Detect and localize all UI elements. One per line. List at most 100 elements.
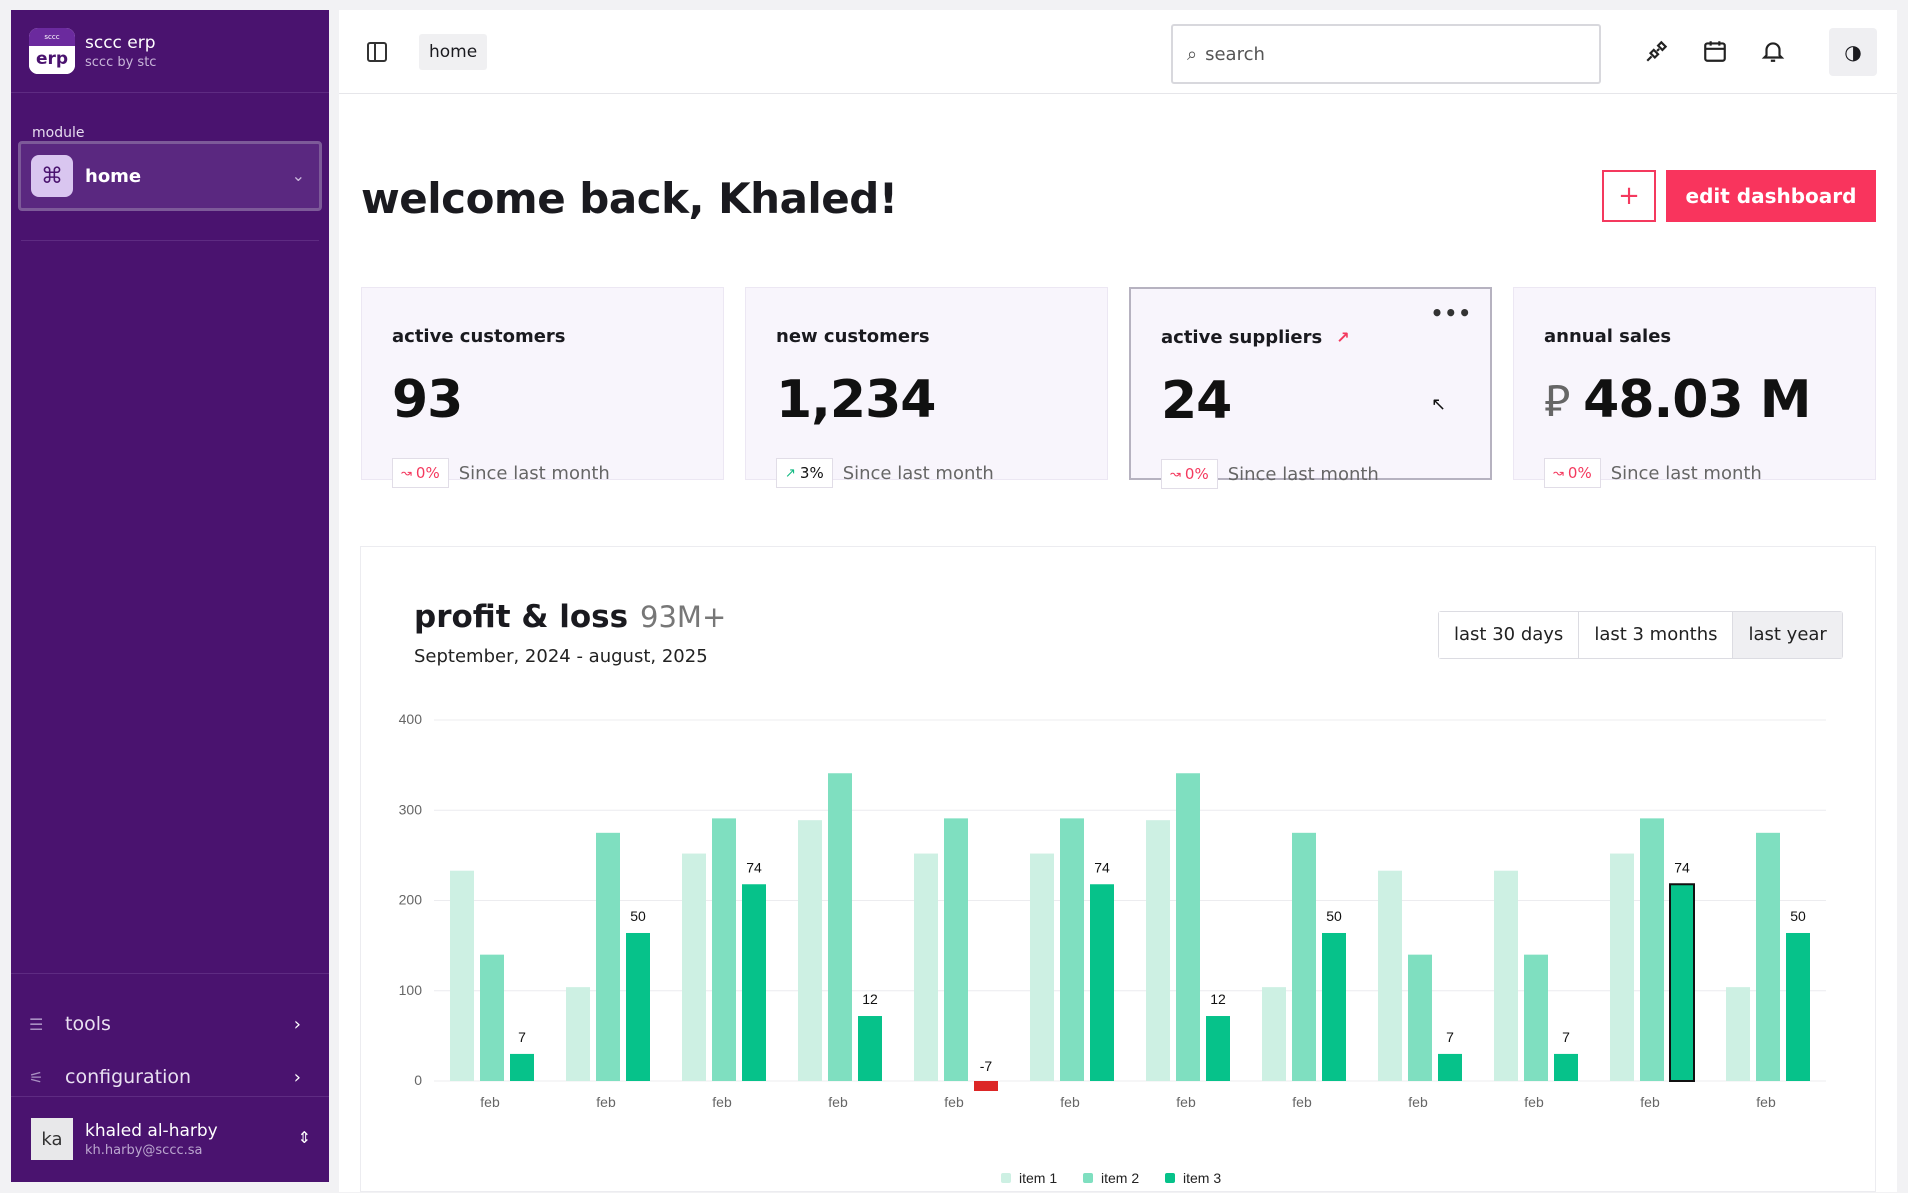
x-tick-label: feb <box>1524 1094 1544 1110</box>
y-tick-label: 400 <box>399 711 423 727</box>
brand-logo-text: erp <box>29 46 75 74</box>
legend-swatch <box>1001 1173 1011 1183</box>
x-tick-label: feb <box>944 1094 964 1110</box>
edit-dashboard-button[interactable]: edit dashboard <box>1666 170 1876 222</box>
sidebar-item-label: tools <box>65 1013 111 1035</box>
sidebar-divider <box>21 240 319 241</box>
brand-logo-top: sccc <box>29 28 75 46</box>
sidebar-divider <box>11 1096 329 1097</box>
x-tick-label: feb <box>596 1094 616 1110</box>
add-widget-button[interactable]: + <box>1602 170 1656 222</box>
sidebar-toggle-icon[interactable] <box>367 42 387 62</box>
stat-card[interactable]: active suppliers ↗ ••• 24 ↖ ↝ 0% Since las… <box>1129 287 1492 489</box>
more-options-icon[interactable]: ••• <box>1430 301 1472 325</box>
bar <box>1408 954 1432 1081</box>
bar <box>798 820 822 1081</box>
chevron-right-icon: › <box>293 1066 301 1088</box>
topbar: home ⌕ search ◑ <box>339 10 1897 94</box>
cursor-icon: ↖ <box>1431 394 1447 415</box>
since-label: Since last month <box>1227 463 1379 485</box>
sidebar: sccc erp sccc erp sccc by stc module ⌘ h… <box>11 10 329 1182</box>
trend-badge: ↝ 0% <box>1161 459 1218 489</box>
sliders-icon: ⚟ <box>29 1067 44 1087</box>
bar <box>1262 987 1286 1081</box>
bar <box>974 1081 998 1091</box>
bar <box>1030 853 1054 1081</box>
breadcrumb[interactable]: home <box>419 34 488 70</box>
bar <box>1494 870 1518 1081</box>
bar <box>858 1016 882 1081</box>
bar <box>1669 883 1695 1082</box>
card-value: 24 <box>1161 371 1232 431</box>
bar <box>626 932 650 1081</box>
sidebar-divider <box>11 973 329 974</box>
list-icon: ☰ <box>29 1014 44 1034</box>
data-label: 7 <box>518 1029 526 1045</box>
data-label: 7 <box>1562 1029 1570 1045</box>
riyal-icon: ⃁ <box>1544 375 1570 427</box>
x-tick-label: feb <box>1176 1094 1196 1110</box>
brand-sub: sccc by stc <box>85 54 157 70</box>
card-title: new customers <box>776 326 930 347</box>
period-selector: last 30 days last 3 months last year <box>1438 611 1843 659</box>
trend-badge: ↝ 0% <box>392 458 449 488</box>
bell-icon[interactable] <box>1759 38 1787 66</box>
theme-toggle-icon[interactable]: ◑ <box>1829 28 1877 76</box>
bar <box>1726 987 1750 1081</box>
stat-card[interactable]: annual sales ⃁ 48.03 M ↝ 0% Since last mon… <box>1513 287 1876 488</box>
card-value: 1,234 <box>776 370 936 430</box>
bar <box>1090 884 1114 1081</box>
bar <box>566 987 590 1081</box>
bar <box>1322 932 1346 1081</box>
bar <box>1146 820 1170 1081</box>
module-select[interactable]: ⌘ home ⌄ <box>18 141 322 211</box>
sidebar-item-tools[interactable]: ☰ tools › <box>29 1006 319 1042</box>
user-email: kh.harby@sccc.sa <box>85 1142 203 1158</box>
x-tick-label: feb <box>1060 1094 1080 1110</box>
brand[interactable]: sccc erp sccc erp sccc by stc <box>29 28 156 74</box>
period-30-days-button[interactable]: last 30 days <box>1439 612 1580 658</box>
bar <box>712 818 736 1081</box>
bar <box>1438 1053 1462 1081</box>
external-link-icon[interactable]: ↗ <box>1336 328 1350 347</box>
y-tick-label: 200 <box>399 892 423 908</box>
card-value: 48.03 M <box>1583 370 1811 430</box>
plug-icon[interactable] <box>1643 38 1671 66</box>
calendar-icon[interactable] <box>1701 38 1729 66</box>
module-label: module <box>32 125 85 141</box>
bar <box>450 870 474 1081</box>
bar <box>1524 954 1548 1081</box>
period-3-months-button[interactable]: last 3 months <box>1579 612 1734 658</box>
search-input[interactable]: ⌕ search <box>1171 24 1601 84</box>
data-label: 12 <box>1210 991 1226 1007</box>
card-value: 93 <box>392 370 463 430</box>
brand-logo: sccc erp <box>29 28 75 74</box>
legend-label: item 1 <box>1019 1170 1057 1186</box>
y-tick-label: 0 <box>414 1072 422 1088</box>
legend-swatch <box>1083 1173 1093 1183</box>
card-title: active suppliers <box>1161 327 1323 348</box>
bar <box>828 773 852 1081</box>
change-value: 3% <box>799 464 824 482</box>
period-last-year-button[interactable]: last year <box>1733 612 1842 658</box>
bar <box>1786 932 1810 1081</box>
card-title: annual sales <box>1544 326 1672 347</box>
sidebar-item-configuration[interactable]: ⚟ configuration › <box>29 1059 319 1095</box>
sidebar-divider <box>11 92 329 93</box>
stat-card[interactable]: active customers 93 ↝ 0% Since last month <box>361 287 724 488</box>
data-label: 12 <box>862 991 878 1007</box>
trend-up-icon: ↗ <box>785 465 796 481</box>
change-value: 0% <box>1184 465 1209 483</box>
since-label: Since last month <box>842 462 994 484</box>
profit-loss-chart: 0 100 200 300 400 7 feb 50 feb 74 feb 12 feb -7 feb 74 f… <box>399 711 1826 1186</box>
bar <box>1292 832 1316 1081</box>
legend-label: item 2 <box>1101 1170 1139 1186</box>
change-value: 0% <box>1567 464 1592 482</box>
bar <box>1206 1016 1230 1081</box>
user-menu[interactable]: ka khaled al-harby kh.harby@sccc.sa ⇕ <box>31 1118 321 1160</box>
bar <box>682 853 706 1081</box>
stat-card[interactable]: new customers 1,234 ↗ 3% Since last month <box>745 287 1108 488</box>
bar <box>944 818 968 1081</box>
search-icon: ⌕ <box>1187 43 1198 65</box>
bar <box>480 954 504 1081</box>
